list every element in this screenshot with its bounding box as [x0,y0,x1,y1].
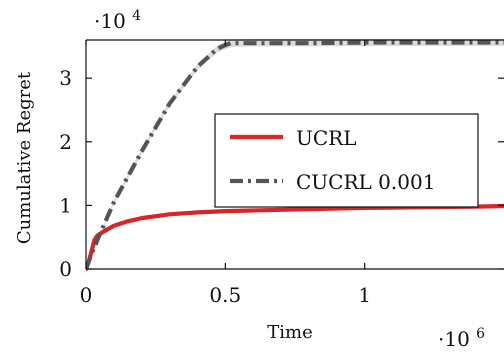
x-axis-multiplier: ·10 6 [438,326,485,351]
y-tick-label-0: 0 [59,257,72,281]
x-axis-label: Time [267,322,312,343]
legend-label-1: CUCRL 0.001 [296,170,435,194]
y-tick-label-2: 2 [59,130,72,154]
tick-marks [85,40,504,270]
x-tick-label-0: 0 [80,283,93,307]
x-tick-label-2: 1 [358,283,371,307]
y-tick-label-3: 3 [59,66,72,90]
x-multiplier-exponent: 6 [476,326,485,342]
series-line-0 [86,203,504,271]
y-multiplier-exponent: 4 [132,8,141,24]
legend-entry-1: CUCRL 0.001 [230,170,435,194]
legend-label-0: UCRL [296,126,357,150]
x-multiplier-base: ·10 [438,327,470,351]
legend: UCRL CUCRL 0.001 [214,113,479,208]
legend-entry-0: UCRL [230,126,357,150]
y-tick-label-1: 1 [59,193,72,217]
legend-box [214,113,479,208]
y-axis-multiplier: ·10 4 [94,8,141,33]
legend-entries: UCRL CUCRL 0.001 [230,126,435,194]
tick-labels: 0 0.5 1 0 1 2 3 [59,66,371,307]
y-axis-label: Cumulative Regret [14,71,35,244]
x-tick-label-1: 0.5 [209,283,241,307]
series-lines [86,40,504,271]
y-multiplier-base: ·10 [94,9,126,33]
